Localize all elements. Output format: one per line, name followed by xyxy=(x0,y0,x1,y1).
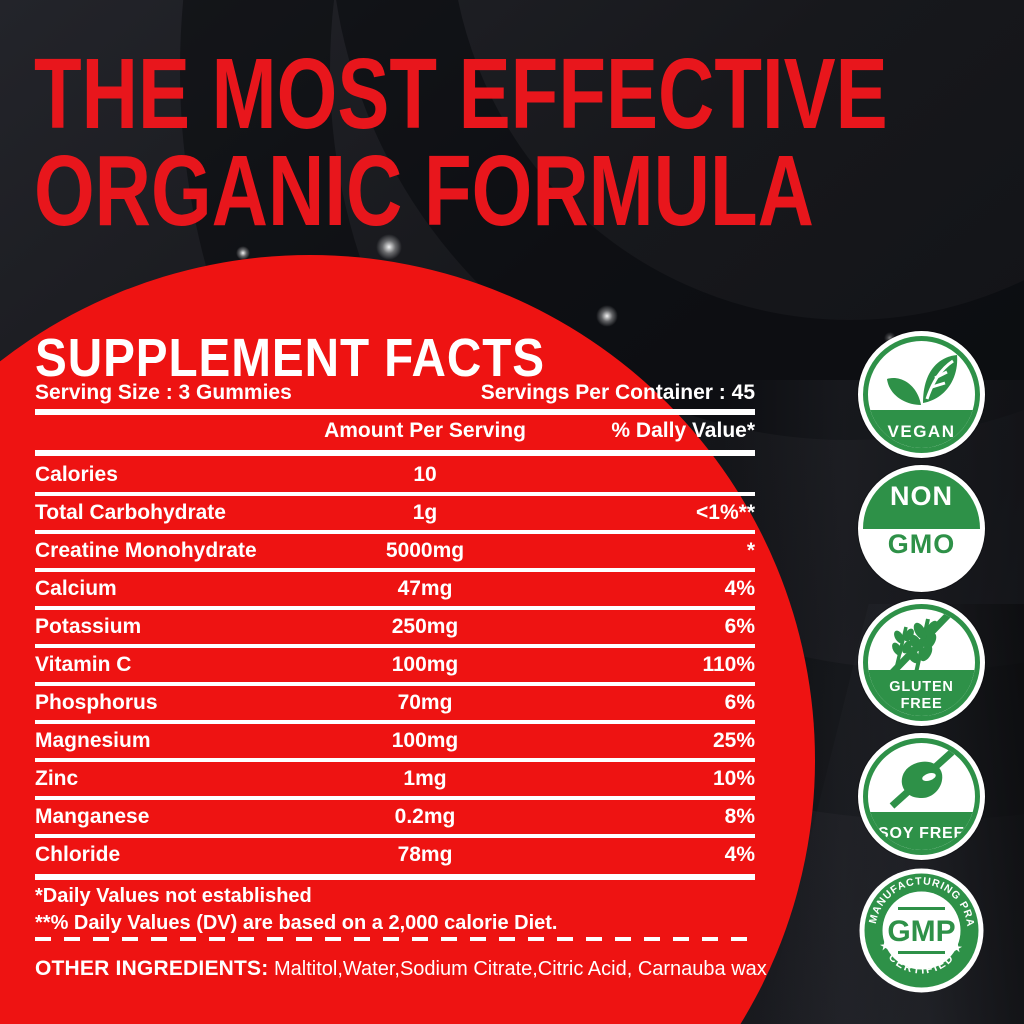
gluten-free-badge: GLUTEN FREE xyxy=(858,599,985,726)
headline-line2: ORGANIC FORMULA xyxy=(34,135,814,247)
dashed-divider xyxy=(35,937,755,941)
other-ingredients-list: Maltitol,Water,Sodium Citrate,Citric Aci… xyxy=(268,958,767,980)
table-row: Zinc 1mg 10% xyxy=(35,767,755,790)
non-gmo-top: NON xyxy=(863,470,980,529)
headline: THE MOST EFFECTIVE ORGANIC FORMULA xyxy=(34,38,888,247)
divider-line xyxy=(35,450,755,456)
supplement-facts-panel: SUPPLEMENT FACTS Serving Size : 3 Gummie… xyxy=(35,0,767,1024)
row-separator xyxy=(35,492,755,496)
leaves-icon xyxy=(868,341,975,448)
servings-per-container: Servings Per Container : 45 xyxy=(480,381,755,404)
footnotes: *Daily Values not established **% Daily … xyxy=(35,883,557,936)
table-row: Potassium 250mg 6% xyxy=(35,615,755,638)
non-gmo-badge: NON GMO xyxy=(858,465,985,592)
gluten-free-line1: GLUTEN xyxy=(889,679,954,696)
gmp-center-text: GMP xyxy=(887,915,955,948)
row-separator xyxy=(35,682,755,686)
row-separator xyxy=(35,644,755,648)
light-flare xyxy=(376,234,402,260)
table-row: Creatine Monohydrate 5000mg * xyxy=(35,539,755,562)
divider-line xyxy=(35,409,755,415)
light-flare xyxy=(236,246,250,260)
serving-info-row: Serving Size : 3 Gummies Servings Per Co… xyxy=(35,381,755,405)
row-separator xyxy=(35,720,755,724)
soy-free-badge: SOY FREE xyxy=(858,733,985,860)
row-separator xyxy=(35,530,755,534)
headline-line1: THE MOST EFFECTIVE xyxy=(34,38,888,150)
light-flare xyxy=(596,305,618,327)
vegan-label: VEGAN xyxy=(868,410,975,448)
bean-crossed-icon xyxy=(868,743,975,850)
soy-free-label: SOY FREE xyxy=(868,812,975,850)
row-separator xyxy=(35,796,755,800)
gluten-free-line2: FREE xyxy=(900,696,943,712)
panel-heading: SUPPLEMENT FACTS xyxy=(35,328,545,389)
gmp-badge: GOOD MANUFACTURING PRACITCE ★ CERTIFIED … xyxy=(853,858,985,994)
divider-line xyxy=(35,874,755,880)
table-row: Calories 10 xyxy=(35,463,437,486)
table-row: Chloride 78mg 4% xyxy=(35,843,755,866)
row-separator xyxy=(35,834,755,838)
table-column-headers: Amount Per Serving % Dally Value* xyxy=(35,419,755,443)
col-daily-value: % Dally Value* xyxy=(611,419,755,442)
wheat-crossed-icon xyxy=(868,609,975,716)
footnote-dv-not-established: *Daily Values not established xyxy=(35,885,312,907)
serving-size: Serving Size : 3 Gummies xyxy=(35,381,292,404)
table-row: Total Carbohydrate 1g <1%** xyxy=(35,501,755,524)
table-row: Phosphorus 70mg 6% xyxy=(35,691,755,714)
footnote-2000-calorie: **% Daily Values (DV) are based on a 2,0… xyxy=(35,911,558,934)
non-gmo-bottom: GMO xyxy=(887,528,956,559)
table-row: Magnesium 100mg 25% xyxy=(35,729,755,752)
table-row: Calcium 47mg 4% xyxy=(35,577,755,600)
row-separator xyxy=(35,758,755,762)
other-ingredients: OTHER INGREDIENTS: Maltitol,Water,Sodium… xyxy=(35,957,791,981)
table-row: Vitamin C 100mg 110% xyxy=(35,653,755,676)
vegan-badge: VEGAN xyxy=(858,331,985,458)
table-row: Manganese 0.2mg 8% xyxy=(35,805,755,828)
nutrient-table: Calories 10 Total Carbohydrate 1g <1%** Cre… xyxy=(35,458,755,872)
col-amount-per-serving: Amount Per Serving xyxy=(324,419,526,442)
row-separator xyxy=(35,606,755,610)
row-separator xyxy=(35,568,755,572)
other-ingredients-label: OTHER INGREDIENTS: xyxy=(35,957,269,980)
